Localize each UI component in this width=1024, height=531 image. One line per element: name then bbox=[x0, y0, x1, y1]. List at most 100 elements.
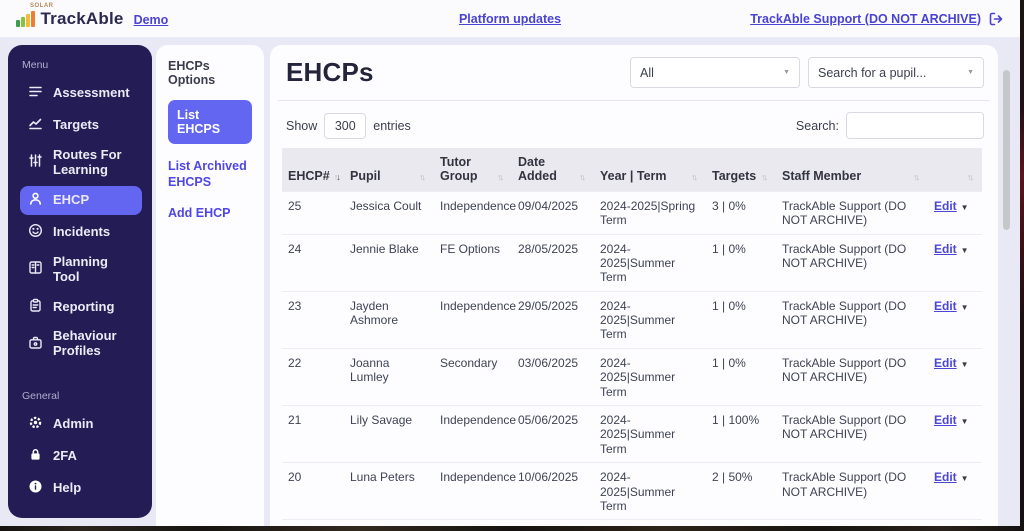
sidebar-item-routes-for-learning[interactable]: Routes For Learning bbox=[20, 143, 142, 183]
table-search-input[interactable] bbox=[846, 112, 984, 139]
sidebar-item-assessment[interactable]: Assessment bbox=[20, 79, 142, 108]
desktop-background-bottom bbox=[0, 526, 1024, 531]
options-panel-title: EHCPs Options bbox=[168, 59, 216, 87]
category-filter-select[interactable]: All ▼ bbox=[630, 57, 800, 88]
cell-actions: Edit▼ bbox=[928, 519, 982, 526]
sidebar-section-menu: Menu bbox=[22, 59, 49, 71]
edit-link[interactable]: Edit bbox=[934, 413, 957, 428]
edit-link[interactable]: Edit bbox=[934, 470, 957, 485]
column-header-date-added[interactable]: Date Added ↑↓ bbox=[512, 148, 594, 192]
chevron-down-icon: ▼ bbox=[783, 69, 790, 76]
cell-year-term: 2024-2025|Summer Term bbox=[594, 290, 706, 349]
cell-pupil: Lily Savage bbox=[344, 405, 434, 463]
cell-ehcp-number: 25 bbox=[282, 190, 344, 235]
sidebar-item-label: Planning Tool bbox=[53, 253, 108, 284]
sidebar-item-label: Reporting bbox=[53, 298, 115, 314]
cell-targets: 1 | 0% bbox=[706, 347, 776, 406]
targets-icon bbox=[28, 116, 43, 135]
sidebar-item-behaviour-profiles[interactable]: Behaviour Profiles bbox=[20, 324, 142, 364]
cell-year-term: 2024-2025|Summer Term bbox=[594, 462, 706, 520]
smiley-icon bbox=[28, 223, 43, 242]
sidebar-item-help[interactable]: Help bbox=[20, 474, 142, 503]
cell-pupil: Maddie Marsden bbox=[344, 519, 434, 526]
chevron-down-icon[interactable]: ▼ bbox=[960, 359, 969, 369]
pupil-search-select[interactable]: Search for a pupil... ▼ bbox=[808, 57, 984, 88]
cell-date-added: 05/06/2025 bbox=[512, 405, 594, 463]
sidebar-item-admin[interactable]: Admin bbox=[20, 410, 142, 439]
cell-actions: Edit▼ bbox=[928, 462, 982, 520]
edit-link[interactable]: Edit bbox=[934, 355, 957, 370]
app-logo[interactable]: SOLAR TrackAble bbox=[16, 3, 124, 28]
sidebar-item-label: Routes For Learning bbox=[53, 146, 122, 177]
chevron-down-icon[interactable]: ▼ bbox=[960, 202, 969, 212]
logout-icon[interactable] bbox=[988, 11, 1004, 27]
sidebar-item-label: EHCP bbox=[53, 191, 90, 207]
sidebar-item-incidents[interactable]: Incidents bbox=[20, 218, 142, 247]
account-link[interactable]: TrackAble Support (DO NOT ARCHIVE) bbox=[750, 11, 981, 26]
cell-staff-member: TrackAble Support (DO NOT ARCHIVE) bbox=[776, 405, 928, 463]
cell-date-added: 03/06/2025 bbox=[512, 347, 594, 406]
chevron-down-icon[interactable]: ▼ bbox=[960, 245, 969, 255]
main-sidebar: Menu Assessment Targets Routes For Learn… bbox=[8, 45, 152, 518]
vertical-scrollbar[interactable] bbox=[1003, 70, 1010, 230]
edit-link[interactable]: Edit bbox=[934, 298, 957, 313]
sidebar-item-targets[interactable]: Targets bbox=[20, 111, 142, 140]
column-header-actions[interactable]: ↑↓ bbox=[928, 148, 982, 192]
brand-name: TrackAble bbox=[40, 9, 124, 28]
cell-tutor-group: Secondary bbox=[434, 519, 512, 526]
sidebar-item-2fa[interactable]: 2FA bbox=[20, 442, 142, 471]
sidebar-item-label: Targets bbox=[53, 116, 99, 132]
cell-ehcp-number: 22 bbox=[282, 347, 344, 406]
chevron-down-icon[interactable]: ▼ bbox=[960, 302, 969, 312]
top-bar: SOLAR TrackAble Demo Platform updates Tr… bbox=[0, 0, 1020, 38]
logo-small-text: SOLAR bbox=[30, 3, 54, 9]
table-row: 20 Luna Peters Independence 10/06/2025 2… bbox=[282, 462, 982, 520]
column-header-tutor-group[interactable]: Tutor Group ↑↓ bbox=[434, 148, 512, 192]
sidebar-item-label: Incidents bbox=[53, 223, 111, 239]
column-header-pupil[interactable]: Pupil ↑↓ bbox=[344, 148, 434, 192]
add-ehcp-link[interactable]: Add EHCP bbox=[168, 205, 231, 220]
sort-icon: ↑↓ bbox=[967, 172, 974, 183]
column-header-targets[interactable]: Targets ↑↓ bbox=[706, 148, 776, 192]
demo-link[interactable]: Demo bbox=[133, 13, 169, 27]
cell-staff-member: TrackAble Support (DO NOT ARCHIVE) bbox=[776, 519, 928, 526]
category-filter-value: All bbox=[640, 65, 654, 80]
edit-link[interactable]: Edit bbox=[934, 241, 957, 256]
platform-updates-link[interactable]: Platform updates bbox=[458, 11, 562, 26]
cell-targets: 1 | 0% bbox=[706, 519, 776, 526]
sort-icon: ↑↓ bbox=[691, 172, 698, 183]
column-header-year-term[interactable]: Year | Term ↑↓ bbox=[594, 148, 706, 192]
search-label: Search: bbox=[795, 118, 839, 133]
cell-targets: 3 | 0% bbox=[706, 190, 776, 235]
cell-year-term: 2024-2025|Spring Term bbox=[594, 190, 706, 235]
list-archived-ehcps-link[interactable]: List Archived EHCPS bbox=[168, 159, 247, 190]
chevron-down-icon[interactable]: ▼ bbox=[960, 474, 969, 484]
cell-targets: 2 | 50% bbox=[706, 462, 776, 520]
cell-date-added: 10/06/2025 bbox=[512, 462, 594, 520]
cell-tutor-group: Independence bbox=[434, 190, 516, 235]
lock-icon bbox=[28, 447, 43, 466]
column-header-staff-member[interactable]: Staff Member ↑↓ bbox=[776, 148, 928, 192]
cell-actions: Edit▼ bbox=[928, 233, 982, 292]
cell-staff-member: TrackAble Support (DO NOT ARCHIVE) bbox=[776, 190, 928, 235]
assessment-icon bbox=[28, 84, 43, 103]
cell-staff-member: TrackAble Support (DO NOT ARCHIVE) bbox=[776, 290, 928, 349]
sidebar-item-label: Behaviour Profiles bbox=[53, 328, 117, 359]
cell-actions: Edit▼ bbox=[928, 347, 982, 406]
cell-staff-member: TrackAble Support (DO NOT ARCHIVE) bbox=[776, 347, 928, 406]
gear-icon bbox=[28, 415, 43, 434]
list-ehcps-button[interactable]: List EHCPS bbox=[168, 100, 252, 144]
sidebar-item-label: Help bbox=[53, 480, 82, 496]
edit-link[interactable]: Edit bbox=[934, 198, 957, 213]
entries-count-select[interactable]: 300 bbox=[324, 112, 367, 139]
sort-icon: ↑↓ bbox=[419, 172, 426, 183]
sidebar-item-reporting[interactable]: Reporting bbox=[20, 293, 142, 322]
cell-year-term: 2024-2025|Summer Term bbox=[594, 519, 706, 526]
cell-actions: Edit▼ bbox=[928, 290, 982, 349]
column-header-ehcp-number[interactable]: EHCP# ↑↓ bbox=[282, 148, 344, 192]
cell-ehcp-number: 21 bbox=[282, 405, 344, 463]
sidebar-item-ehcp[interactable]: EHCP bbox=[20, 185, 142, 215]
chevron-down-icon[interactable]: ▼ bbox=[960, 417, 969, 427]
sidebar-item-planning-tool[interactable]: Planning Tool bbox=[20, 250, 142, 290]
cell-year-term: 2024-2025|Summer Term bbox=[594, 347, 706, 406]
